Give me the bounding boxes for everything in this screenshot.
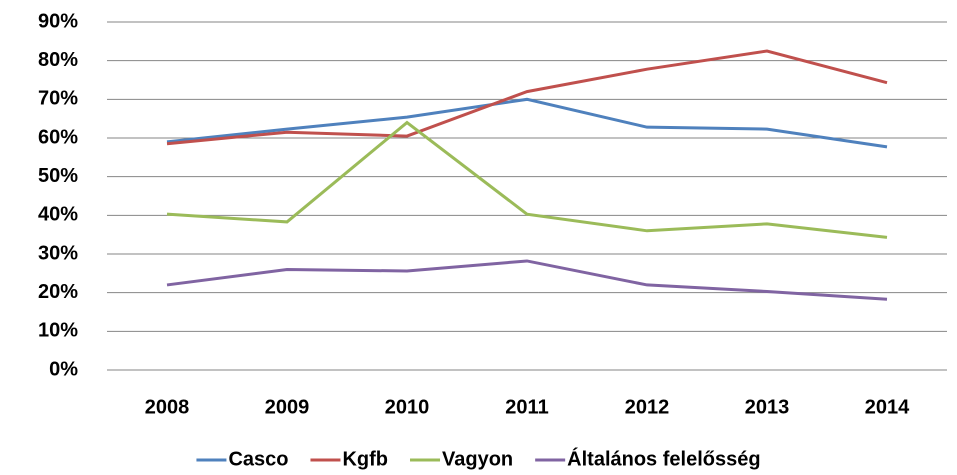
- x-tick-label: 2012: [625, 396, 670, 418]
- x-tick-label: 2010: [385, 396, 430, 418]
- legend-label: Vagyon: [442, 448, 513, 470]
- x-tick-label: 2011: [505, 396, 548, 418]
- y-tick-label: 60%: [38, 126, 78, 148]
- y-tick-label: 40%: [38, 204, 78, 226]
- x-tick-label: 2013: [745, 396, 790, 418]
- x-tick-label: 2008: [145, 396, 190, 418]
- y-tick-label: 20%: [38, 281, 78, 303]
- y-tick-label: 80%: [38, 49, 78, 71]
- series-line: [166, 97, 888, 149]
- x-tick-label: 2009: [265, 396, 310, 418]
- y-tick-label: 90%: [38, 10, 78, 32]
- y-tick-label: 70%: [38, 88, 78, 110]
- legend-label: Általános felelősség: [567, 447, 760, 470]
- series-line: [166, 49, 888, 146]
- legend-label: Kgfb: [342, 448, 388, 470]
- legend-label: Casco: [228, 448, 288, 470]
- y-tick-label: 30%: [38, 242, 78, 264]
- series-line: [166, 120, 888, 239]
- y-tick-label: 0%: [49, 358, 78, 380]
- series-line: [166, 259, 888, 301]
- y-tick-label: 10%: [38, 320, 78, 342]
- y-tick-label: 50%: [38, 165, 78, 187]
- x-tick-label: 2014: [865, 396, 910, 418]
